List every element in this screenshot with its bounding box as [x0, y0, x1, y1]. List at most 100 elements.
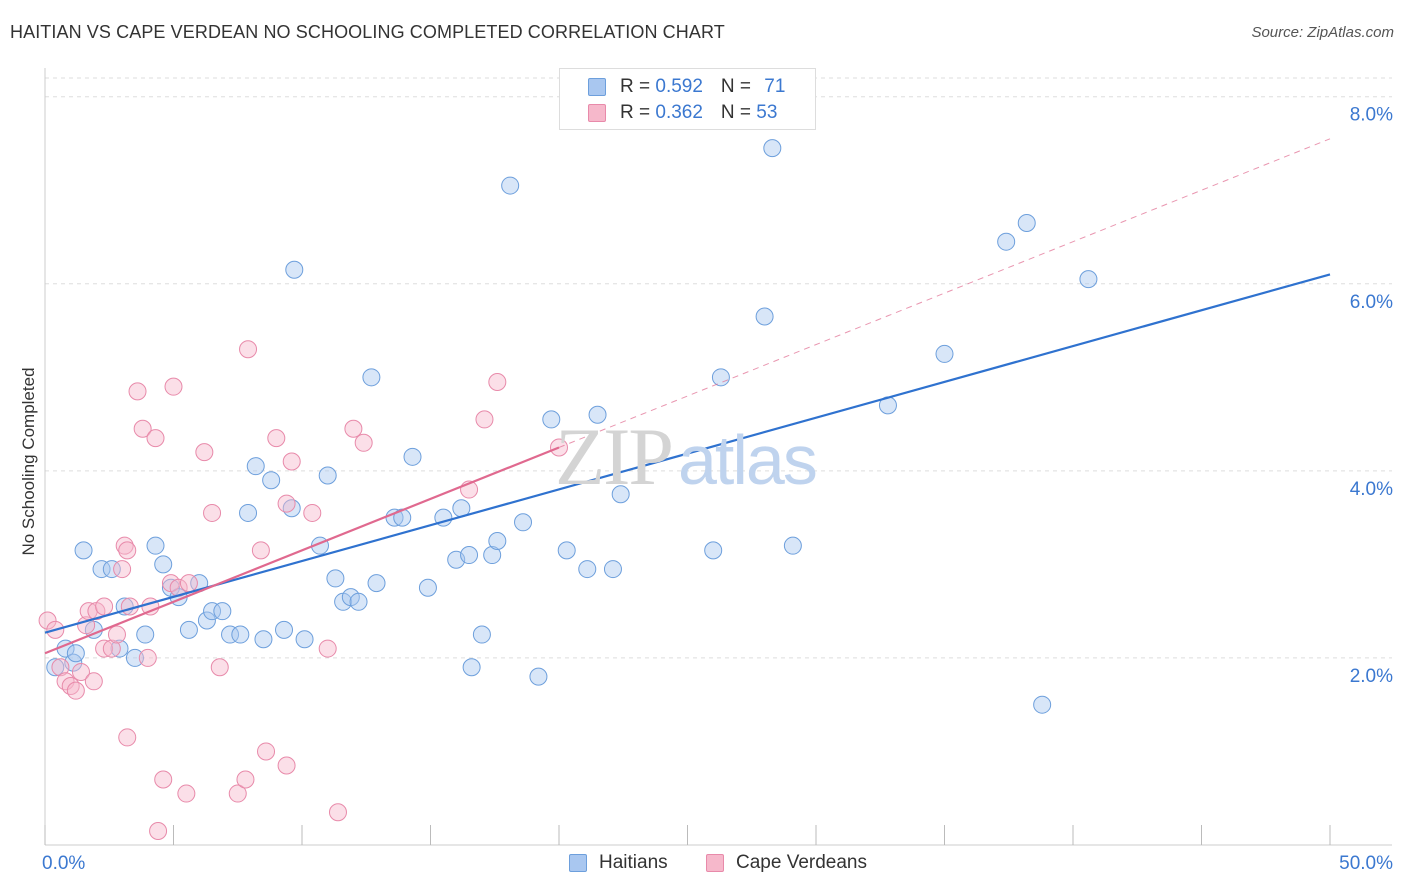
- haitians-point: [488, 532, 507, 551]
- haitians-point: [529, 667, 548, 686]
- haitians-point: [125, 648, 144, 667]
- cape-verdeans-trend-line: [44, 446, 560, 655]
- cape-verdeans-point: [149, 821, 168, 840]
- haitians-point: [557, 541, 576, 560]
- haitians-point: [213, 602, 232, 621]
- haitians-point: [1017, 213, 1036, 232]
- haitians-point: [362, 368, 381, 387]
- haitians-point: [239, 503, 258, 522]
- cape-verdeans-point: [236, 770, 255, 789]
- cape-verdeans-point: [128, 382, 147, 401]
- haitians-point: [197, 611, 216, 630]
- haitians-point: [146, 536, 165, 555]
- haitians-point: [203, 602, 222, 621]
- cape-verdeans-point: [133, 419, 152, 438]
- legend-r-label: R =: [620, 76, 656, 97]
- legend-swatch-cape-verdeans: [588, 104, 606, 122]
- haitians-point: [460, 546, 479, 565]
- y-tick-label: 6.0%: [1350, 292, 1393, 313]
- haitians-point: [246, 457, 265, 476]
- cape-verdeans-point: [251, 541, 270, 560]
- haitians-point: [935, 344, 954, 363]
- cape-verdeans-point: [113, 560, 132, 579]
- haitians-point: [154, 555, 173, 574]
- cape-verdeans-point: [51, 658, 70, 677]
- cape-verdeans-point: [95, 597, 114, 616]
- haitians-point: [755, 307, 774, 326]
- haitians-point: [46, 658, 65, 677]
- haitians-point: [349, 592, 368, 611]
- cape-verdeans-point: [66, 681, 85, 700]
- haitians-point: [221, 625, 240, 644]
- cape-verdeans-point: [107, 625, 126, 644]
- legend-r-value: 0.592: [655, 76, 703, 97]
- haitians-point: [275, 620, 294, 639]
- cape-verdeans-point: [228, 784, 247, 803]
- haitians-point: [295, 630, 314, 649]
- haitians-point: [588, 405, 607, 424]
- haitians-point: [1033, 695, 1052, 714]
- watermark-zip: ZIP: [555, 411, 674, 502]
- legend-n-value: 71: [764, 76, 786, 97]
- cape-verdeans-point: [118, 541, 137, 560]
- cape-verdeans-point: [195, 443, 214, 462]
- correlation-legend: R = 0.592 N = 71 R = 0.362 N = 53: [559, 68, 816, 130]
- cape-verdeans-point: [328, 803, 347, 822]
- cape-verdeans-point: [138, 648, 157, 667]
- haitians-point: [231, 625, 250, 644]
- haitians-point: [603, 560, 622, 579]
- cape-verdeans-point: [203, 503, 222, 522]
- cape-verdeans-point: [38, 611, 57, 630]
- haitians-point: [763, 139, 782, 158]
- bottom-legend-swatch-cape-verdeans: [706, 854, 724, 872]
- haitians-point: [514, 513, 533, 532]
- haitians-point: [161, 578, 180, 597]
- haitians-point: [483, 546, 502, 565]
- cape-verdeans-point: [344, 419, 363, 438]
- haitians-point: [285, 260, 304, 279]
- cape-verdeans-point: [154, 770, 173, 789]
- bottom-legend-swatch-haitians: [569, 854, 587, 872]
- cape-verdeans-point: [303, 503, 322, 522]
- watermark-atlas: atlas: [678, 421, 818, 499]
- haitians-point: [66, 644, 85, 663]
- haitians-point: [472, 625, 491, 644]
- cape-verdeans-point: [277, 756, 296, 775]
- cape-verdeans-point: [164, 377, 183, 396]
- haitians-point: [74, 541, 93, 560]
- cape-verdeans-point: [71, 662, 90, 681]
- haitians-point: [997, 232, 1016, 251]
- cape-verdeans-point: [84, 672, 103, 691]
- series-cape-verdeans-points: [38, 340, 568, 840]
- cape-verdeans-point: [115, 536, 134, 555]
- cape-verdeans-point: [239, 340, 258, 359]
- cape-verdeans-point: [267, 429, 286, 448]
- legend-text-haitians: R = 0.592 N = 71: [620, 76, 785, 98]
- cape-verdeans-point: [102, 639, 121, 658]
- x-tick-label: 0.0%: [42, 853, 85, 874]
- haitians-point: [711, 368, 730, 387]
- haitians-point: [783, 536, 802, 555]
- bottom-legend-label-cape-verdeans: Cape Verdeans: [736, 852, 867, 873]
- haitians-trend-line: [44, 273, 1331, 634]
- cape-verdeans-point: [177, 784, 196, 803]
- haitians-point: [1079, 270, 1098, 289]
- bottom-legend-label-haitians: Haitians: [599, 852, 668, 873]
- legend-n-label: N =: [720, 76, 757, 97]
- cape-verdeans-point: [210, 658, 229, 677]
- cape-verdeans-point: [282, 452, 301, 471]
- cape-verdeans-point: [354, 433, 373, 452]
- legend-text-cape-verdeans: R = 0.362 N = 53: [620, 102, 777, 124]
- haitians-point: [611, 485, 630, 504]
- cape-verdeans-trend-extension: [558, 138, 1331, 448]
- haitians-point: [262, 471, 281, 490]
- legend-r-label: R =: [620, 102, 656, 123]
- haitians-point: [136, 625, 155, 644]
- cape-verdeans-point: [488, 372, 507, 391]
- haitians-point: [326, 569, 345, 588]
- haitians-point: [254, 630, 273, 649]
- cape-verdeans-point: [179, 574, 198, 593]
- cape-verdeans-point: [95, 639, 114, 658]
- haitians-point: [367, 574, 386, 593]
- haitians-point: [418, 578, 437, 597]
